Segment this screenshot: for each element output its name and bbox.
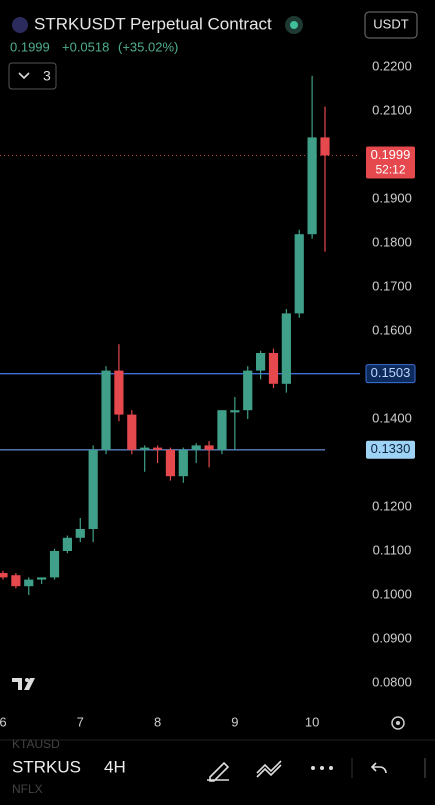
last-price-label: 0.1999 (371, 147, 411, 162)
currency-label[interactable]: USDT (373, 16, 408, 31)
ghost-symbol: NFLX (12, 782, 43, 796)
x-tick-label: 9 (231, 714, 238, 729)
candle-body (62, 537, 72, 551)
gear-icon[interactable] (391, 716, 405, 730)
settings[interactable] (391, 716, 405, 730)
gear-center (396, 721, 400, 725)
header: STRKUSDT Perpetual Contract USDT 0.1999 … (8, 11, 418, 90)
candle-body (140, 447, 150, 450)
level-label-box (365, 364, 416, 384)
candle-body (37, 577, 47, 580)
countdown-label: 52:12 (375, 163, 405, 177)
candle-body (307, 137, 317, 235)
ghost-symbol: KTAUSD (12, 737, 60, 751)
symbol-title: STRKUSDT Perpetual Contract (34, 14, 272, 33)
chevron-icon (18, 72, 30, 80)
candle-body (11, 575, 21, 587)
candle-body (256, 353, 266, 371)
candle-body (114, 370, 124, 415)
candle-body (243, 370, 253, 411)
candle-body (101, 370, 111, 450)
candle-body (178, 449, 188, 477)
more-dot[interactable] (311, 766, 315, 770)
coin-icon (12, 17, 28, 33)
candle-body (191, 445, 201, 450)
draw-icon[interactable] (207, 761, 230, 782)
y-tick-label: 0.1100 (373, 542, 412, 557)
undo-icon[interactable] (370, 762, 387, 774)
candle-body (49, 551, 60, 578)
y-tick-label: 0.1700 (372, 278, 412, 293)
y-tick-label: 0.1600 (372, 322, 412, 337)
toolbar: KTAUSD NFLX STRKUS 4H (12, 737, 426, 796)
level-label: 0.1330 (371, 441, 411, 456)
y-tick-label: 0.0800 (372, 674, 412, 689)
candle-body (320, 137, 330, 156)
candle-body (88, 449, 98, 529)
indicator-toggle[interactable] (8, 62, 57, 90)
y-tick-label: 0.1900 (372, 190, 412, 205)
toolbar-symbol[interactable]: STRKUS (12, 757, 81, 776)
y-tick-label: 0.1000 (372, 586, 412, 601)
x-tick-label: 10 (305, 714, 319, 729)
change: +0.0518 (62, 39, 109, 54)
candle-body (75, 529, 85, 538)
change-pct: (+35.02%) (118, 39, 178, 54)
y-tick-label: 0.2200 (372, 58, 412, 73)
plot: 0.0800 0.0900 0.1000 0.1100 0.1200 0.1400 0.16… (0, 58, 416, 729)
candle-body (165, 449, 176, 477)
candle-body (294, 234, 304, 314)
candle-body (268, 353, 279, 384)
toolbar-interval[interactable]: 4H (104, 757, 126, 776)
x-tick-label: 6 (0, 714, 7, 729)
candle-body (24, 579, 34, 587)
candle-body (127, 414, 137, 450)
candle-body (217, 410, 227, 450)
candle-body (152, 447, 163, 450)
tv-logo-dot (25, 678, 29, 682)
x-tick-label: 8 (154, 714, 161, 729)
level-label: 0.1503 (371, 365, 411, 380)
indicator-count: 3 (43, 68, 51, 84)
more-dot[interactable] (329, 766, 333, 770)
logo (12, 678, 35, 690)
currency-button[interactable] (364, 11, 418, 39)
level-label-box (366, 440, 415, 459)
indicator-icon[interactable] (256, 760, 282, 778)
price: 0.1999 (10, 39, 50, 54)
candle-body (281, 313, 291, 384)
candle-body (230, 410, 240, 413)
candle-body (204, 445, 214, 450)
tv-logo (12, 678, 35, 690)
more-dot[interactable] (320, 766, 324, 770)
x-tick-label: 7 (77, 714, 84, 729)
status-dot (290, 21, 298, 29)
y-tick-label: 0.2100 (372, 102, 412, 117)
y-tick-label: 0.1400 (372, 410, 412, 425)
last-price-box (366, 146, 415, 179)
y-tick-label: 0.1800 (372, 234, 412, 249)
y-tick-label: 0.0900 (372, 630, 412, 645)
y-tick-label: 0.1200 (372, 498, 412, 513)
candle-body (0, 573, 8, 578)
